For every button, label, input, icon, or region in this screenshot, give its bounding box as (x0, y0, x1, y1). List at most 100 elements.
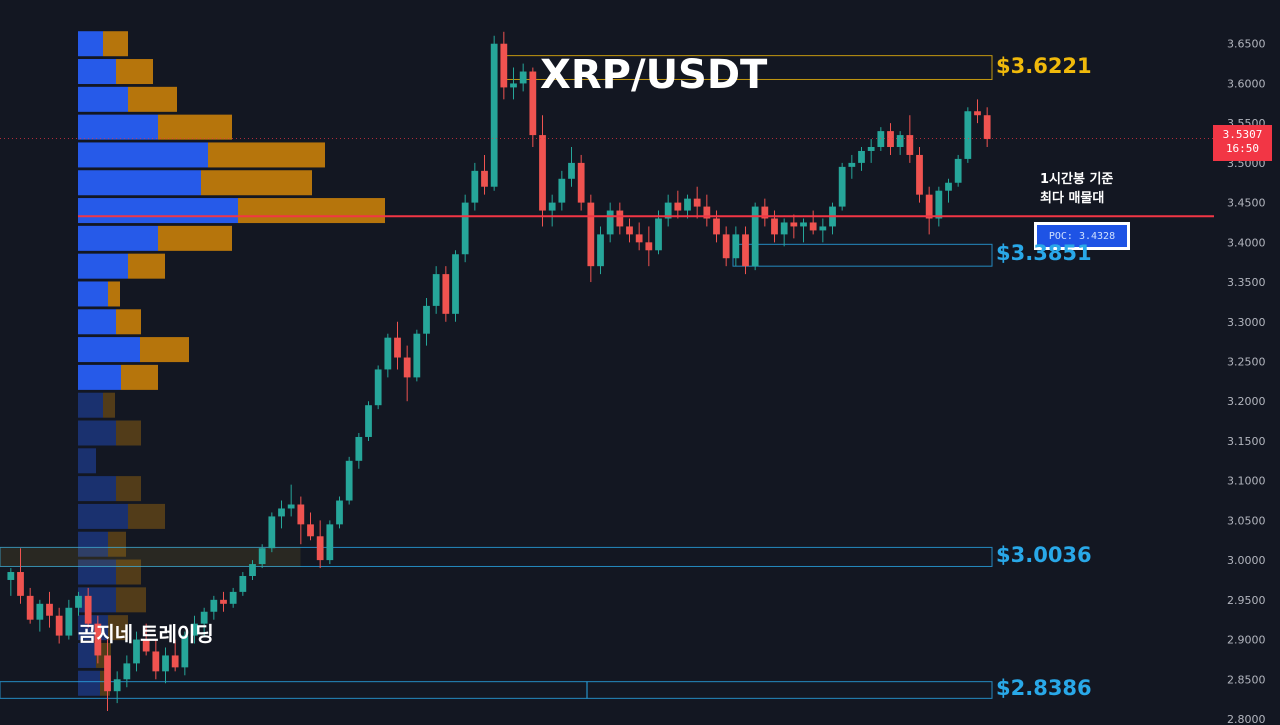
vp-sell-bar (128, 503, 165, 529)
vp-sell-bar (103, 31, 128, 57)
vp-buy-bar (78, 253, 128, 279)
vp-buy-bar (78, 59, 116, 85)
vp-buy-bar (78, 309, 116, 335)
y-tick-label: 3.0000 (1227, 554, 1266, 567)
vp-sell-bar (116, 59, 153, 85)
candle-body (384, 337, 392, 370)
candle-body (461, 202, 469, 255)
candle-body (606, 210, 614, 235)
candle-body (974, 111, 981, 116)
vp-sell-bar (121, 364, 158, 390)
vp-buy-bar (78, 281, 108, 307)
volume-profile (78, 31, 385, 696)
candle-body (616, 210, 624, 227)
candle-body (200, 611, 208, 624)
vp-buy-bar (78, 392, 103, 418)
vp-buy-bar (78, 448, 96, 474)
candle-body (848, 162, 856, 167)
candle-body (162, 655, 169, 672)
vp-buy-bar (78, 642, 96, 668)
y-tick-label: 2.8000 (1227, 713, 1266, 725)
candle-body (345, 460, 353, 501)
candle-body (935, 190, 943, 219)
candle-body (548, 202, 556, 211)
chart-title: XRP/USDT (540, 52, 768, 98)
candle-body (664, 202, 672, 219)
candle-body (635, 234, 643, 243)
vp-sell-bar (158, 114, 232, 140)
candle-body (239, 576, 247, 592)
vp-sell-bar (116, 559, 141, 585)
candle-body (626, 226, 633, 235)
y-tick-label: 3.6500 (1227, 38, 1266, 51)
candle-body (742, 234, 749, 267)
price-zone-box (732, 243, 993, 267)
candle-body (539, 135, 546, 211)
vp-buy-bar (78, 142, 208, 168)
vp-buy-bar (78, 31, 103, 57)
candle-body (819, 226, 827, 231)
y-tick-label: 2.9500 (1227, 594, 1266, 607)
vp-sell-bar (128, 86, 177, 112)
candle-body (152, 651, 160, 672)
candle-body (36, 603, 44, 620)
candle-body (838, 166, 846, 207)
zone-label: $3.0036 (996, 542, 1092, 567)
candle-body (220, 599, 227, 604)
vp-sell-bar (116, 309, 141, 335)
candle-body (964, 111, 972, 159)
vp-buy-bar (78, 364, 121, 390)
candle-body (123, 663, 131, 680)
candle-body (113, 679, 121, 692)
candle-body (413, 333, 421, 378)
candle-body (790, 222, 798, 227)
candle-body (84, 595, 92, 624)
y-tick-label: 3.6000 (1227, 77, 1266, 90)
candle-body (597, 234, 604, 267)
y-tick-label: 3.1000 (1227, 475, 1266, 488)
candle-body (674, 202, 682, 211)
y-tick-label: 2.8500 (1227, 673, 1266, 686)
candle-body (432, 274, 440, 306)
candle-body (249, 564, 256, 576)
candle-body (278, 508, 285, 517)
candle-body (722, 234, 730, 259)
vp-sell-bar (108, 531, 126, 557)
vp-buy-bar (78, 503, 128, 529)
candle-body (287, 504, 295, 509)
vp-buy-bar (78, 114, 158, 140)
candle-body (46, 603, 53, 616)
vp-sell-bar (108, 281, 120, 307)
candle-body (925, 194, 933, 219)
candle-body (365, 405, 372, 437)
vp-sell-bar (116, 476, 141, 502)
zone-label: $2.8386 (996, 676, 1092, 700)
candle-body (75, 595, 82, 608)
candle-body (887, 131, 894, 147)
vp-buy-bar (78, 615, 108, 641)
candle-body (916, 154, 923, 195)
vp-buy-bar (78, 225, 158, 251)
vp-buy-bar (78, 198, 238, 224)
candle-body (906, 135, 914, 155)
candle-body (229, 591, 237, 604)
candle-body (7, 572, 15, 580)
price-zone-box (0, 546, 993, 567)
candle-body (210, 599, 218, 612)
candle-body (771, 218, 778, 235)
y-tick-label: 3.1500 (1227, 435, 1266, 448)
y-tick-label: 3.3000 (1227, 316, 1266, 329)
candle-body (577, 162, 585, 203)
candle-body (713, 218, 720, 235)
candle-body (519, 71, 527, 84)
vp-buy-bar (78, 420, 116, 446)
price-zone-box (0, 546, 301, 567)
vp-sell-bar (140, 337, 189, 363)
zone-label: $3.3851 (996, 241, 1092, 266)
candle-body (645, 242, 653, 251)
candle-body (94, 623, 102, 656)
y-tick-label: 3.3500 (1227, 276, 1266, 289)
vp-sell-bar (103, 392, 115, 418)
candle-body (326, 524, 334, 561)
